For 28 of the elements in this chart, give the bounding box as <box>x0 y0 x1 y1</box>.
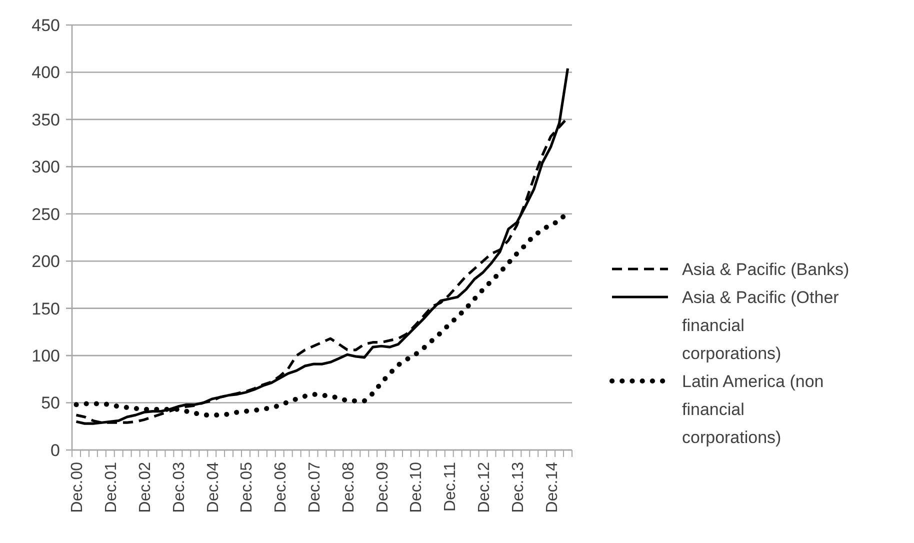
y-tick-label: 300 <box>32 158 60 177</box>
y-tick-label: 150 <box>32 299 60 318</box>
x-tick-label: Dec.02 <box>137 462 154 513</box>
x-tick-label: Dec.01 <box>103 462 120 513</box>
x-tick-label: Dec.05 <box>238 462 256 513</box>
x-tick-label: Dec.10 <box>408 462 426 513</box>
x-tick-label: Dec.12 <box>476 462 494 513</box>
legend-label: Asia & Pacific (Other financial corporations) <box>682 288 840 363</box>
x-tick-label: Dec.03 <box>170 462 188 513</box>
legend-label: Latin America (non financial corporations) <box>682 372 824 447</box>
y-tick-label: 200 <box>32 252 60 272</box>
x-tick-label: Dec.07 <box>306 462 324 513</box>
y-tick-label: 400 <box>32 63 60 82</box>
x-tick-label: Dec.09 <box>374 462 392 513</box>
x-tick-label: Dec.00 <box>69 462 86 513</box>
x-tick-label: Dec.13 <box>510 462 527 513</box>
y-tick-label: 450 <box>32 16 60 35</box>
x-tick-label: Dec.04 <box>204 462 222 513</box>
y-tick-label: 100 <box>32 346 60 366</box>
y-tick-label: 50 <box>41 394 60 413</box>
y-tick-label: 250 <box>32 204 60 224</box>
x-tick-label: Dec.08 <box>340 462 358 513</box>
legend-label: Asia & Pacific (Banks) <box>682 260 850 279</box>
x-tick-label: Dec.11 <box>442 462 460 512</box>
x-tick-label: Dec.14 <box>544 462 561 513</box>
y-tick-label: 350 <box>32 110 60 130</box>
x-tick-label: Dec.06 <box>272 462 290 513</box>
y-tick-label: 0 <box>50 440 60 460</box>
